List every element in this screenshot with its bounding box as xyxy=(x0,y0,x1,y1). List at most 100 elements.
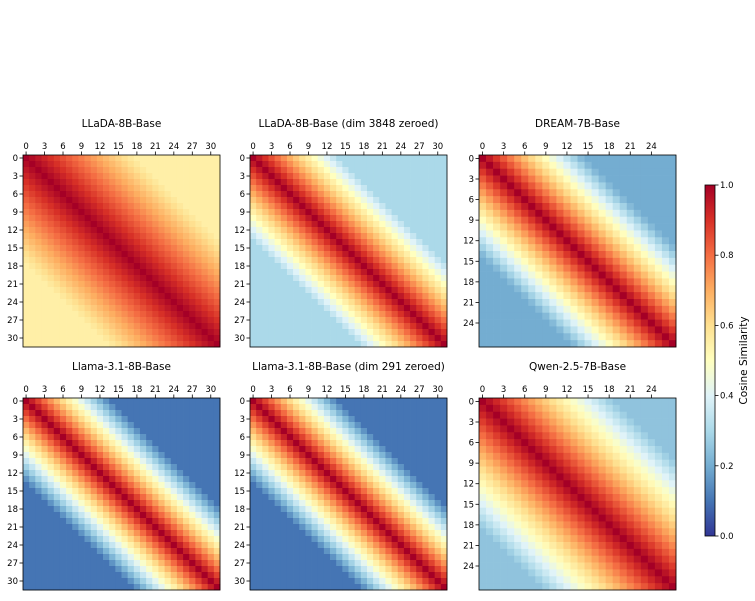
heatmap-cell xyxy=(176,287,184,294)
heatmap-cell xyxy=(373,554,380,561)
heatmap-cell xyxy=(379,179,386,186)
heatmap-cell xyxy=(84,323,92,330)
heatmap-cell xyxy=(410,446,417,453)
heatmap-cell xyxy=(286,470,294,477)
heatmap-cell xyxy=(323,173,331,180)
heatmap-cell xyxy=(528,278,536,286)
heatmap-cell xyxy=(164,488,172,495)
heatmap-cell xyxy=(654,168,663,176)
heatmap-cell xyxy=(584,223,592,231)
heatmap-cell xyxy=(410,269,417,276)
heatmap-cell xyxy=(305,470,312,477)
heatmap-cell xyxy=(348,488,356,495)
y-tick-label: 0 xyxy=(13,397,18,407)
heatmap-cell xyxy=(440,464,448,471)
heatmap-cell xyxy=(391,500,399,507)
heatmap-cell xyxy=(164,203,172,210)
heatmap-cell xyxy=(330,167,337,174)
heatmap-cell xyxy=(342,560,349,567)
heatmap-cell xyxy=(410,215,417,222)
heatmap-cell xyxy=(158,572,165,579)
heatmap-cell xyxy=(668,196,677,204)
heatmap-cell xyxy=(66,335,73,342)
heatmap-cell xyxy=(139,269,147,276)
heatmap-cell xyxy=(416,311,423,318)
heatmap-cell xyxy=(158,335,165,342)
heatmap-cell xyxy=(176,464,184,471)
heatmap-cell xyxy=(201,464,209,471)
heatmap-cell xyxy=(570,196,578,204)
heatmap-cell xyxy=(158,488,165,495)
heatmap-cell xyxy=(440,293,448,300)
heatmap-cell xyxy=(256,245,263,252)
heatmap-cell xyxy=(59,233,67,240)
heatmap-cell xyxy=(78,251,85,258)
heatmap-cell xyxy=(268,167,275,174)
heatmap-cell xyxy=(170,161,178,168)
heatmap-cell xyxy=(486,326,494,334)
heatmap-cell xyxy=(486,333,494,341)
heatmap-cell xyxy=(373,281,380,288)
heatmap-cell xyxy=(570,251,578,259)
heatmap-cell xyxy=(59,542,67,549)
heatmap-cell xyxy=(391,434,399,441)
heatmap-cell xyxy=(317,341,325,348)
heatmap-cell xyxy=(96,440,104,447)
heatmap-cell xyxy=(521,182,529,190)
heatmap-cell xyxy=(661,340,670,348)
heatmap-cell xyxy=(556,161,564,170)
heatmap-cell xyxy=(268,542,275,549)
heatmap-cell xyxy=(633,278,642,286)
heatmap-cell xyxy=(201,263,209,270)
heatmap-cell xyxy=(428,311,436,318)
heatmap-cell xyxy=(115,179,122,186)
heatmap-cell xyxy=(342,263,349,270)
heatmap-cell xyxy=(514,244,522,252)
heatmap-cell xyxy=(84,239,92,246)
heatmap-cell xyxy=(280,329,288,336)
heatmap-cell xyxy=(640,292,649,300)
heatmap-cell xyxy=(348,506,356,513)
heatmap-cell xyxy=(78,560,85,567)
heatmap-cell xyxy=(47,209,55,216)
heatmap-cell xyxy=(410,203,417,210)
heatmap-cell xyxy=(189,209,196,216)
heatmap-cell xyxy=(556,333,564,341)
heatmap-cell xyxy=(373,185,380,192)
heatmap-cell xyxy=(53,428,61,435)
heatmap-cell xyxy=(521,203,529,211)
heatmap-cell xyxy=(293,275,300,282)
heatmap-cell xyxy=(422,221,429,228)
heatmap-cell xyxy=(640,182,649,190)
heatmap-cell xyxy=(598,196,606,204)
heatmap-cell xyxy=(164,245,172,252)
heatmap-cell xyxy=(47,524,55,531)
heatmap-cell xyxy=(84,179,92,186)
y-tick-label: 9 xyxy=(13,451,18,461)
heatmap-cell xyxy=(299,323,306,330)
heatmap-cell xyxy=(385,209,392,216)
heatmap-cell xyxy=(577,333,585,341)
heatmap-cell xyxy=(189,287,196,294)
heatmap-cell xyxy=(262,512,269,519)
heatmap-cell xyxy=(268,488,275,495)
heatmap-cell xyxy=(41,179,48,186)
heatmap-cell xyxy=(612,175,621,183)
heatmap-cell xyxy=(183,434,190,441)
heatmap-cell xyxy=(311,530,319,537)
heatmap-cell xyxy=(428,482,436,489)
heatmap-cell xyxy=(274,446,282,453)
heatmap-cell xyxy=(493,230,501,238)
heatmap-cell xyxy=(500,230,508,238)
heatmap-cell xyxy=(605,161,614,170)
heatmap-cell xyxy=(440,239,448,246)
heatmap-cell xyxy=(96,500,104,507)
heatmap-cell xyxy=(59,560,67,567)
heatmap-cell xyxy=(556,257,564,266)
heatmap-cell xyxy=(41,341,48,348)
heatmap-cell xyxy=(391,494,399,501)
heatmap-cell xyxy=(164,530,172,537)
heatmap-cell xyxy=(47,269,55,276)
heatmap-cell xyxy=(158,536,165,543)
heatmap-cell xyxy=(23,305,30,312)
